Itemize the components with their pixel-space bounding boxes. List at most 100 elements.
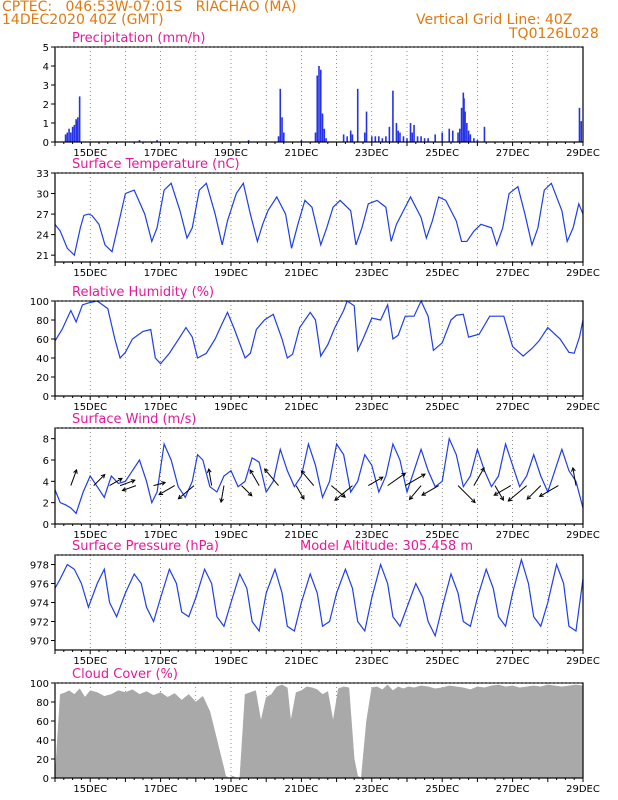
date-label: 19DEC	[214, 148, 248, 159]
wind-arrow-head	[538, 492, 544, 497]
precip-bar	[138, 140, 141, 142]
precip-bar	[73, 124, 76, 142]
wind-arrow-head	[401, 472, 407, 478]
precip-bar	[451, 130, 454, 142]
date-label: 19DEC	[214, 656, 248, 667]
wind-arrow-head	[158, 490, 164, 496]
wind-arrow-head	[300, 470, 306, 475]
precip-bar	[464, 111, 466, 142]
wind-arrow-head	[206, 468, 212, 474]
precip-bar	[459, 128, 461, 142]
wind-arrow-shaft	[70, 469, 78, 486]
wind-arrow-head	[471, 498, 476, 504]
y-tick-label: 0	[43, 520, 49, 531]
wind-arrow	[263, 468, 279, 486]
date-label: 23DEC	[355, 530, 389, 541]
date-label: 25DEC	[425, 784, 459, 795]
precip-bar	[71, 126, 74, 142]
header-station: CPTEC: 046:53W-07:01S RIACHAO (MA)	[2, 0, 297, 15]
date-label: 29DEC	[566, 530, 600, 541]
precip-bar	[476, 140, 479, 142]
precip-bar	[77, 117, 79, 142]
precip-bar	[467, 130, 470, 142]
date-label: 29DEC	[566, 402, 600, 413]
precip-bar	[342, 134, 345, 142]
panel-subtitle: Model Altitude: 305.458 m	[300, 539, 473, 554]
panel-title: Surface Wind (m/s)	[72, 412, 196, 427]
y-tick-label: 60	[36, 335, 49, 346]
y-tick-label: 24	[36, 231, 49, 242]
wind-arrow-shaft	[334, 485, 353, 501]
wind-arrow-head	[499, 496, 504, 502]
date-label: 23DEC	[355, 148, 389, 159]
wind-arrow	[158, 485, 175, 496]
date-label: 25DEC	[425, 268, 459, 279]
panel-frame	[54, 300, 584, 397]
y-tick-label: 40	[36, 736, 49, 747]
wind-arrow	[121, 485, 137, 492]
wind-arrow	[300, 470, 315, 486]
wind-arrow-head	[334, 496, 339, 501]
header-date: 14DEC2020 40Z (GMT)	[2, 12, 164, 28]
wind-arrow	[330, 485, 346, 498]
date-label: 27DEC	[496, 148, 530, 159]
precip-bar	[395, 123, 398, 142]
y-tick-label: 3	[43, 81, 49, 92]
precip-bar	[434, 134, 436, 142]
wind-arrow-shaft	[387, 472, 406, 487]
y-tick-label: 2	[43, 100, 49, 111]
y-tick-label: 100	[30, 679, 49, 690]
y-tick-label: 21	[36, 251, 49, 262]
wind-arrow-shaft	[421, 485, 439, 496]
wind-arrow-head	[177, 494, 183, 500]
header-run-code: TQ0126L028	[509, 26, 599, 42]
precip-bar	[283, 132, 285, 142]
precip-bar	[378, 136, 380, 142]
date-label: 15DEC	[73, 656, 107, 667]
wind-arrow-head	[161, 481, 167, 486]
date-label: 17DEC	[144, 530, 178, 541]
wind-arrow	[404, 473, 426, 487]
precip-bar	[351, 134, 354, 142]
y-tick-label: 20	[36, 373, 49, 384]
wind-arrow-shaft	[368, 476, 384, 487]
precip-bar	[420, 136, 422, 142]
precip-bar	[363, 132, 366, 142]
precip-bar	[441, 132, 443, 142]
wind-arrow-shaft	[249, 469, 260, 486]
y-tick-label: 978	[30, 561, 49, 572]
precip-bar	[473, 138, 475, 142]
y-tick-label: 6	[43, 456, 49, 467]
panel-title: Cloud Cover (%)	[72, 667, 178, 682]
precip-bar	[279, 88, 282, 142]
panel-title: Surface Temperature (nC)	[72, 157, 240, 172]
date-label: 23DEC	[355, 656, 389, 667]
wind-arrow	[526, 485, 542, 500]
wind-arrow	[334, 485, 353, 501]
wind-arrow-shaft	[153, 482, 166, 487]
precip-bar	[277, 136, 280, 142]
precip-bar	[427, 138, 429, 142]
date-label: 15DEC	[73, 268, 107, 279]
date-label: 23DEC	[355, 402, 389, 413]
y-tick-label: 972	[30, 618, 49, 629]
wind-arrow-head	[420, 473, 426, 478]
wind-arrow	[119, 479, 136, 487]
precip-bar	[469, 134, 472, 142]
header-grid-line: Vertical Grid Line: 40Z	[416, 12, 573, 28]
date-label: 27DEC	[496, 656, 530, 667]
y-tick-label: 970	[30, 637, 49, 648]
date-label: 19DEC	[214, 530, 248, 541]
date-label: 23DEC	[355, 784, 389, 795]
wind-arrow-shaft	[122, 485, 137, 491]
y-tick-label: 30	[36, 190, 49, 201]
y-tick-label: 974	[30, 599, 49, 610]
precip-bar	[423, 138, 426, 142]
wind-arrow-head	[249, 469, 254, 475]
precip-bar	[457, 132, 459, 142]
precip-bar	[371, 136, 373, 142]
date-label: 15DEC	[73, 148, 107, 159]
precip-bar	[413, 124, 415, 142]
date-label: 21DEC	[285, 402, 319, 413]
wind-arrow	[206, 468, 213, 486]
